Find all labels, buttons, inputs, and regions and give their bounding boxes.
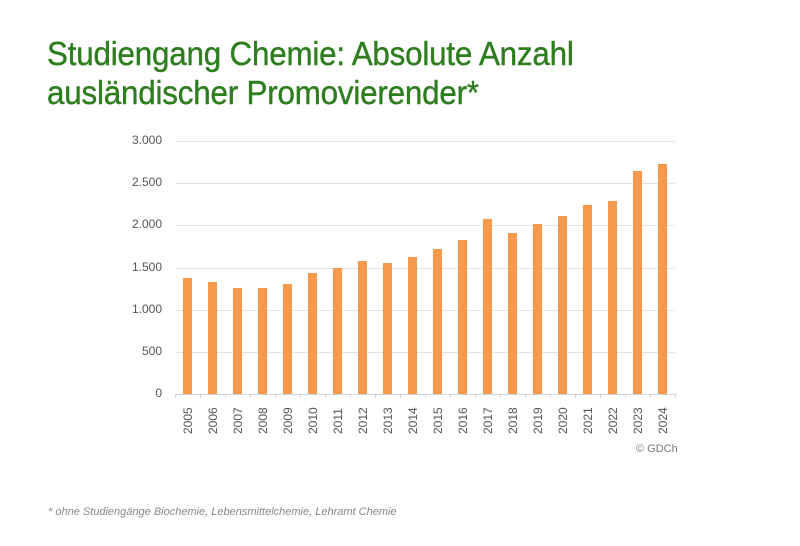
x-tick-label: 2023 (631, 407, 645, 434)
y-tick-label: 3.000 (131, 133, 162, 147)
x-tick-label: 2014 (406, 407, 420, 434)
bar-2013 (383, 263, 392, 394)
x-tick (475, 394, 476, 398)
bar-2012 (358, 261, 367, 394)
bar-2007 (233, 288, 242, 394)
bar-2015 (433, 249, 442, 394)
x-tick-label: 2020 (556, 407, 570, 434)
x-tick (525, 394, 526, 398)
x-tick (425, 394, 426, 398)
bar-2010 (308, 273, 317, 394)
bar-2018 (508, 233, 517, 394)
x-tick (275, 394, 276, 398)
x-tick-label: 2006 (206, 407, 220, 434)
y-tick-label: 1.000 (131, 302, 162, 316)
chart-title-line-2: ausländischer Promovierender* (47, 74, 479, 111)
x-tick-label: 2009 (281, 407, 295, 434)
x-tick (575, 394, 576, 398)
x-tick-label: 2005 (181, 407, 195, 434)
footnote: * ohne Studiengänge Biochemie, Lebensmit… (48, 506, 397, 518)
x-tick-label: 2007 (231, 407, 245, 434)
x-tick (350, 394, 351, 398)
x-tick-label: 2016 (456, 407, 470, 434)
x-tick-label: 2019 (531, 407, 545, 434)
bar-2020 (558, 216, 567, 394)
y-tick-label: 2.000 (131, 217, 162, 231)
x-tick-label: 2015 (431, 407, 445, 434)
x-tick (550, 394, 551, 398)
chart-title: Studiengang Chemie: Absolute Anzahl ausl… (47, 34, 731, 112)
x-tick (650, 394, 651, 398)
gridline (175, 225, 675, 226)
bar-2011 (333, 268, 342, 394)
chart-title-line-1: Studiengang Chemie: Absolute Anzahl (47, 35, 574, 72)
x-tick (325, 394, 326, 398)
x-tick (600, 394, 601, 398)
x-tick-label: 2022 (606, 407, 620, 434)
bar-2005 (183, 278, 192, 394)
bar-2019 (533, 224, 542, 394)
x-tick (175, 394, 176, 398)
x-tick-label: 2012 (356, 407, 370, 434)
bar-2009 (283, 284, 292, 394)
gridline (175, 183, 675, 184)
x-tick (400, 394, 401, 398)
bar-2006 (208, 282, 217, 394)
gridline (175, 268, 675, 269)
x-tick-label: 2011 (331, 408, 345, 434)
x-tick (375, 394, 376, 398)
gridline (175, 352, 675, 353)
x-tick-label: 2013 (381, 407, 395, 434)
x-tick (300, 394, 301, 398)
bar-2021 (583, 205, 592, 394)
bar-2022 (608, 201, 617, 394)
y-tick-label: 2.500 (131, 175, 162, 189)
copyright-credit: © GDCh (636, 443, 678, 455)
bar-2016 (458, 240, 467, 394)
bar-2024 (658, 164, 667, 394)
x-tick-label: 2018 (506, 407, 520, 434)
x-tick (500, 394, 501, 398)
x-tick (225, 394, 226, 398)
x-tick (250, 394, 251, 398)
x-tick (675, 394, 676, 398)
x-tick (450, 394, 451, 398)
bar-2023 (633, 171, 642, 394)
x-tick (625, 394, 626, 398)
y-tick-label: 0 (155, 386, 162, 400)
bar-2008 (258, 288, 267, 394)
gridline (175, 310, 675, 311)
bar-2017 (483, 219, 492, 394)
x-tick-label: 2024 (656, 407, 670, 434)
y-tick-label: 500 (141, 344, 162, 358)
x-tick (200, 394, 201, 398)
x-tick-label: 2010 (306, 407, 320, 434)
gridline (175, 141, 675, 142)
y-tick-label: 1.500 (131, 260, 162, 274)
bar-2014 (408, 257, 417, 394)
x-tick-label: 2021 (581, 407, 595, 434)
x-tick-label: 2017 (481, 407, 495, 434)
x-tick-label: 2008 (256, 407, 270, 434)
